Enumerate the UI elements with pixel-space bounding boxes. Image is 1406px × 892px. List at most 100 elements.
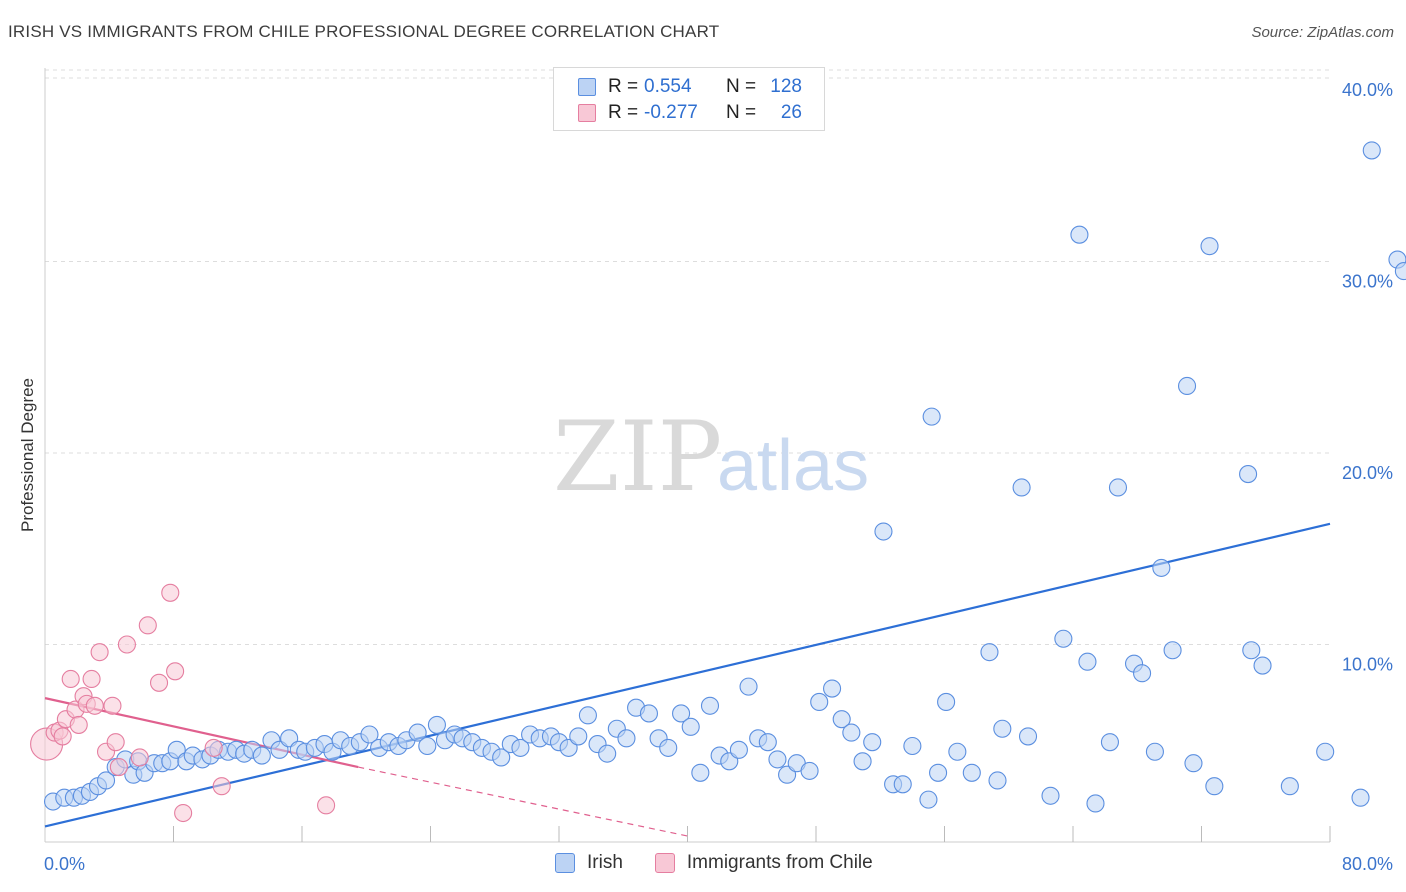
point-irish <box>988 771 1007 790</box>
point-irish <box>1086 794 1105 813</box>
point-chile <box>109 758 128 777</box>
point-irish <box>1108 478 1128 497</box>
point-chile <box>317 796 336 815</box>
chile-swatch <box>578 104 596 122</box>
point-chile <box>82 669 101 689</box>
point-irish <box>800 761 819 780</box>
point-irish <box>1205 777 1224 796</box>
legend-item-irish[interactable]: Irish <box>555 852 623 874</box>
watermark: ZIP atlas <box>553 401 869 513</box>
y-tick-label: 20.0% <box>1342 463 1393 483</box>
point-irish <box>937 692 956 712</box>
point-irish <box>1152 558 1171 577</box>
chile-swatch <box>654 853 675 873</box>
point-chile <box>149 673 169 692</box>
point-chile <box>106 733 125 752</box>
point-chile <box>69 715 88 734</box>
point-irish <box>832 710 851 729</box>
point-irish <box>639 704 659 723</box>
point-irish <box>1070 225 1089 244</box>
point-irish <box>929 763 948 782</box>
point-irish <box>1253 656 1272 675</box>
point-irish <box>700 696 720 715</box>
point-irish <box>681 717 700 736</box>
series-legend: Irish Immigrants from Chile <box>555 852 905 874</box>
point-irish <box>874 522 893 541</box>
point-irish <box>360 725 379 744</box>
point-irish <box>1184 754 1203 773</box>
point-chile <box>90 643 109 662</box>
point-irish <box>492 748 511 767</box>
gridlines <box>45 69 1330 645</box>
n-value: 128 <box>770 76 802 97</box>
point-irish <box>672 704 691 723</box>
point-irish <box>96 771 116 790</box>
source-credit: Source: ZipAtlas.com <box>1251 24 1394 41</box>
point-irish <box>1054 629 1073 648</box>
r-label: R = <box>608 102 639 123</box>
y-tick-label: 30.0% <box>1342 272 1393 292</box>
point-irish <box>1316 742 1335 761</box>
point-chile <box>117 635 136 654</box>
point-irish <box>1041 786 1060 805</box>
point-irish <box>1012 478 1031 497</box>
trend-line-extension <box>358 766 688 837</box>
r-value: -0.277 <box>644 102 698 123</box>
point-irish <box>408 723 427 742</box>
legend-label-irish: Irish <box>587 852 623 873</box>
point-irish <box>768 750 787 769</box>
point-irish <box>1163 641 1182 660</box>
point-chile <box>61 669 80 689</box>
n-label: N = <box>726 76 757 97</box>
y-tick-label: 40.0% <box>1342 80 1393 100</box>
point-irish <box>578 706 597 725</box>
point-irish <box>1280 777 1299 796</box>
point-chile <box>212 777 231 796</box>
point-irish <box>903 736 922 756</box>
point-irish <box>922 407 941 426</box>
point-irish <box>569 727 588 746</box>
point-irish <box>659 738 678 757</box>
watermark-zip: ZIP <box>553 401 722 513</box>
point-irish <box>893 775 912 794</box>
point-chile <box>53 727 72 746</box>
point-chile <box>204 738 223 757</box>
stats-legend: R = 0.554 N = 128 R = -0.277 N = 26 <box>553 67 825 131</box>
point-irish <box>729 740 748 759</box>
point-chile <box>174 803 193 823</box>
n-label: N = <box>726 102 757 123</box>
stats-row-chile: R = -0.277 N = 26 <box>578 101 802 125</box>
point-irish <box>1242 641 1261 660</box>
data-points <box>30 141 1406 823</box>
point-chile <box>103 696 122 715</box>
point-irish <box>1100 733 1119 752</box>
point-irish <box>598 744 617 763</box>
r-value: 0.554 <box>644 76 692 97</box>
r-label: R = <box>608 76 639 97</box>
point-irish <box>1078 652 1097 671</box>
point-chile <box>138 616 157 635</box>
point-irish <box>252 746 271 765</box>
point-irish <box>962 763 981 782</box>
point-irish <box>1351 788 1370 807</box>
point-irish <box>1018 727 1038 746</box>
point-irish <box>617 729 636 748</box>
point-irish <box>853 752 872 771</box>
watermark-atlas: atlas <box>717 426 869 506</box>
irish-swatch <box>578 78 596 96</box>
point-chile <box>166 662 185 681</box>
axes <box>44 68 1331 843</box>
point-irish <box>691 763 710 782</box>
point-irish <box>758 733 777 752</box>
legend-item-chile[interactable]: Immigrants from Chile <box>654 852 873 874</box>
chart-title: IRISH VS IMMIGRANTS FROM CHILE PROFESSIO… <box>8 22 720 41</box>
point-chile <box>85 696 104 715</box>
legend-label-chile: Immigrants from Chile <box>686 852 873 873</box>
point-irish <box>980 643 999 662</box>
trend-line <box>44 522 1331 828</box>
point-irish <box>810 692 829 712</box>
point-irish <box>511 738 530 757</box>
point-irish <box>1200 237 1219 256</box>
point-irish <box>1239 465 1258 484</box>
point-irish <box>948 742 967 761</box>
